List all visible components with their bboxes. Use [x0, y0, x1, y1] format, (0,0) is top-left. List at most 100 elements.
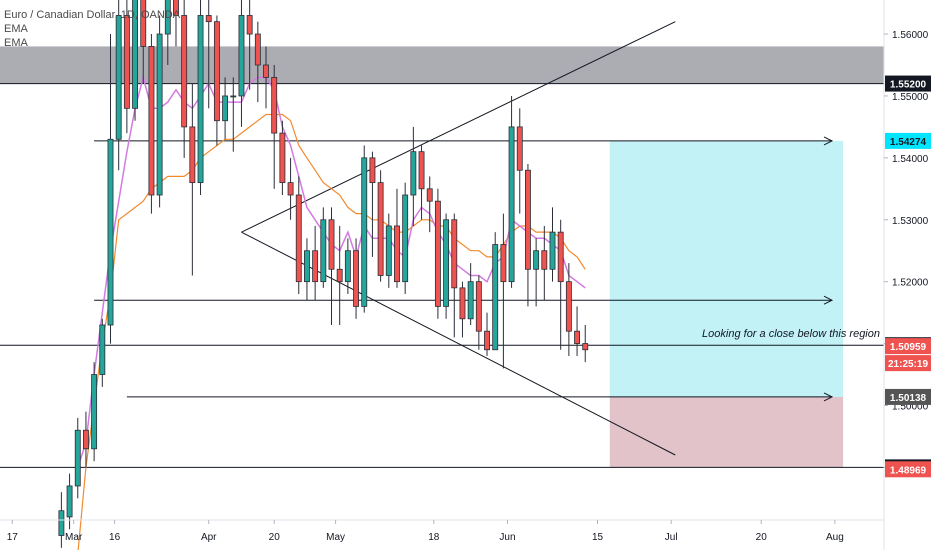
candle-body [304, 250, 310, 283]
price-label-bg [885, 75, 931, 92]
candle-7 [115, 0, 122, 171]
y-tick-label-2: 1.54000 [892, 154, 929, 165]
candles-layer [58, 0, 589, 548]
candle-body [74, 429, 81, 487]
candle-8 [123, 0, 130, 134]
candle-26 [271, 65, 278, 189]
ema-legend-1: EMA [4, 23, 28, 35]
candle-5 [99, 318, 106, 387]
candle-body [123, 15, 130, 109]
candle-51 [475, 275, 482, 350]
candle-44 [418, 145, 425, 220]
candle-24 [254, 21, 261, 103]
candle-body [156, 33, 163, 196]
candle-body [549, 231, 556, 270]
candle-16 [189, 83, 196, 276]
candle-62 [565, 263, 572, 356]
candle-50 [467, 263, 474, 325]
candle-33 [328, 207, 335, 325]
x-tick-label-4: 20 [269, 532, 281, 543]
candle-15 [181, 0, 188, 158]
candle-body [328, 219, 335, 270]
candle-47 [443, 213, 450, 319]
candle-64 [582, 325, 589, 363]
candle-32 [320, 207, 327, 288]
x-tick-label-6: 18 [428, 532, 440, 543]
candle-body [508, 126, 515, 283]
candle-body [565, 281, 572, 332]
candle-body [279, 132, 286, 184]
symbol-title: Euro / Canadian Dollar, 1D, OANDA [4, 9, 181, 21]
candle-19 [213, 15, 220, 146]
y-tick-label-3: 1.53000 [892, 216, 929, 227]
candle-36 [353, 238, 359, 319]
price-label-bg [885, 388, 931, 405]
candle-body [541, 250, 548, 270]
ray-arrowhead-2 [823, 392, 834, 402]
candle-body [205, 15, 212, 23]
candle-9 [132, 0, 138, 121]
candle-6 [107, 34, 114, 344]
candle-38 [369, 151, 376, 257]
candle-41 [394, 188, 400, 288]
x-tick-label-8: 15 [592, 532, 604, 543]
x-tick-label-1: Mar [65, 532, 83, 543]
price-label-text: 1.54274 [890, 137, 927, 148]
candle-22 [238, 0, 245, 127]
candle-body [516, 126, 523, 171]
candle-body [410, 151, 417, 196]
candle-body [492, 244, 499, 351]
candle-body [451, 219, 458, 289]
candle-59 [541, 225, 548, 301]
candle-55 [508, 95, 515, 288]
candle-34 [336, 225, 343, 325]
candle-27 [279, 120, 286, 195]
stop-zone [609, 396, 844, 468]
candle-body [475, 281, 482, 332]
candle-body [336, 268, 343, 283]
ray-arrowhead-0 [823, 136, 834, 146]
candle-body [83, 429, 89, 450]
price-label-bg [885, 355, 931, 372]
candle-12 [156, 15, 163, 208]
candle-37 [361, 145, 368, 313]
candle-body [459, 287, 466, 320]
candle-body [140, 0, 147, 47]
candle-17 [197, 0, 204, 195]
candle-10 [140, 0, 147, 84]
candle-31 [312, 225, 319, 301]
candle-body [353, 250, 359, 307]
candle-body [238, 15, 245, 97]
candle-body [66, 485, 73, 518]
candle-58 [533, 238, 540, 307]
candle-body [369, 157, 376, 184]
price-labels-layer: 1.552001.542741.509731.5095921:25:191.50… [885, 75, 931, 478]
candle-body [443, 219, 450, 307]
candle-13 [164, 0, 171, 65]
candle-3 [83, 411, 89, 468]
price-label-5: 1.50138 [885, 388, 931, 405]
candle-body [434, 200, 441, 307]
x-tick-label-7: Jun [499, 532, 515, 543]
x-tick-label-5: May [326, 532, 345, 543]
candle-11 [148, 34, 155, 214]
candle-body [361, 157, 368, 307]
candle-14 [173, 0, 179, 47]
candle-body [500, 244, 507, 283]
candle-18 [205, 0, 212, 109]
trend-line-0 [241, 21, 676, 233]
x-tick-label-2: 16 [109, 532, 121, 543]
y-tick-label-4: 1.52000 [892, 278, 929, 289]
price-label-text: 21:25:19 [888, 359, 928, 370]
price-label-1: 1.54274 [885, 132, 931, 149]
candle-body [582, 343, 589, 351]
candle-body [385, 225, 392, 276]
candle-body [574, 330, 580, 344]
candle-body [197, 15, 204, 184]
price-label-4: 21:25:19 [885, 355, 931, 372]
price-label-7: 1.48969 [885, 461, 931, 478]
price-label-0: 1.55200 [885, 75, 931, 92]
candle-30 [304, 238, 310, 301]
